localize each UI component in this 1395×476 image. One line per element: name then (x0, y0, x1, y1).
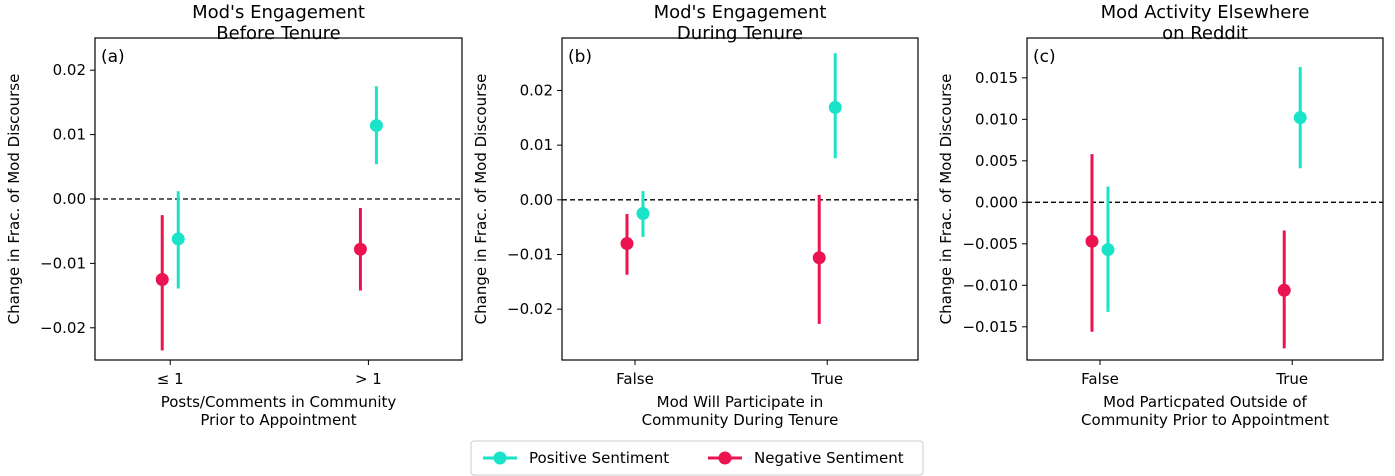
x-axis-label-line: Mod Particpated Outside of (1103, 393, 1307, 411)
axes-frame (94, 37, 463, 361)
legend-negative-marker (718, 451, 732, 465)
panel-label: (b) (568, 47, 592, 67)
panel-title-line: Mod's Engagement (654, 2, 827, 23)
negative-sentiment-point (812, 251, 826, 265)
panel-title-line: During Tenure (677, 23, 803, 44)
x-tick-label: False (616, 370, 654, 388)
y-tick-label: 0.01 (53, 126, 86, 144)
x-tick-label: True (1275, 370, 1308, 388)
legend-positive-label: Positive Sentiment (529, 449, 669, 467)
x-tick-label: > 1 (355, 370, 382, 388)
y-tick-label: −0.02 (507, 300, 553, 318)
y-tick-label: −0.01 (507, 245, 553, 263)
y-axis-label: Change in Frac. of Mod Discourse (5, 74, 23, 325)
positive-sentiment-point (369, 119, 383, 133)
x-axis-label-line: Mod Will Participate in (657, 393, 824, 411)
x-axis-label-line: Community During Tenure (642, 411, 839, 429)
y-tick-label: 0.010 (975, 110, 1018, 128)
x-axis-label-line: Prior to Appointment (200, 411, 356, 429)
x-tick-label: False (1081, 370, 1119, 388)
panel-label: (c) (1033, 47, 1056, 67)
panel-title-line: Mod's Engagement (192, 2, 365, 23)
y-tick-label: −0.015 (962, 318, 1018, 336)
positive-sentiment-point (828, 100, 842, 114)
legend-positive-marker (493, 451, 507, 465)
y-axis-label: Change in Frac. of Mod Discourse (472, 74, 490, 325)
y-tick-label: 0.005 (975, 152, 1018, 170)
positive-sentiment-point (171, 232, 185, 246)
negative-sentiment-point (1085, 234, 1099, 248)
positive-sentiment-point (1293, 111, 1307, 125)
negative-sentiment-point (1277, 283, 1291, 297)
y-tick-label: 0.01 (520, 136, 553, 154)
legend-negative-label: Negative Sentiment (754, 449, 904, 467)
x-axis-label-line: Posts/Comments in Community (161, 393, 397, 411)
y-axis-label: Change in Frac. of Mod Discourse (937, 74, 955, 325)
y-tick-label: 0.00 (53, 190, 86, 208)
legend: Positive Sentiment Negative Sentiment (470, 440, 924, 476)
y-tick-label: −0.02 (40, 319, 86, 337)
y-tick-label: 0.02 (520, 81, 553, 99)
axes-frame (1026, 37, 1384, 361)
negative-sentiment-point (353, 242, 367, 256)
positive-sentiment-point (1101, 243, 1115, 257)
panel-title-line: Before Tenure (216, 23, 340, 44)
x-tick-label: True (810, 370, 843, 388)
y-tick-label: 0.02 (53, 61, 86, 79)
y-tick-label: −0.005 (962, 235, 1018, 253)
y-tick-label: 0.015 (975, 69, 1018, 87)
y-tick-label: −0.010 (962, 276, 1018, 294)
panel-label: (a) (101, 47, 125, 67)
panel-title-line: Mod Activity Elsewhere (1101, 2, 1310, 23)
negative-sentiment-point (620, 237, 634, 251)
y-tick-label: −0.01 (40, 254, 86, 272)
x-axis-label-line: Community Prior to Appointment (1081, 411, 1329, 429)
legend-frame (470, 440, 924, 476)
negative-sentiment-point (155, 273, 169, 286)
x-tick-label: ≤ 1 (157, 370, 184, 388)
axes-frame (561, 37, 919, 361)
positive-sentiment-point (636, 206, 650, 220)
y-tick-label: 0.000 (975, 193, 1018, 211)
y-tick-label: 0.00 (520, 191, 553, 209)
panel-title-line: on Reddit (1162, 23, 1248, 44)
